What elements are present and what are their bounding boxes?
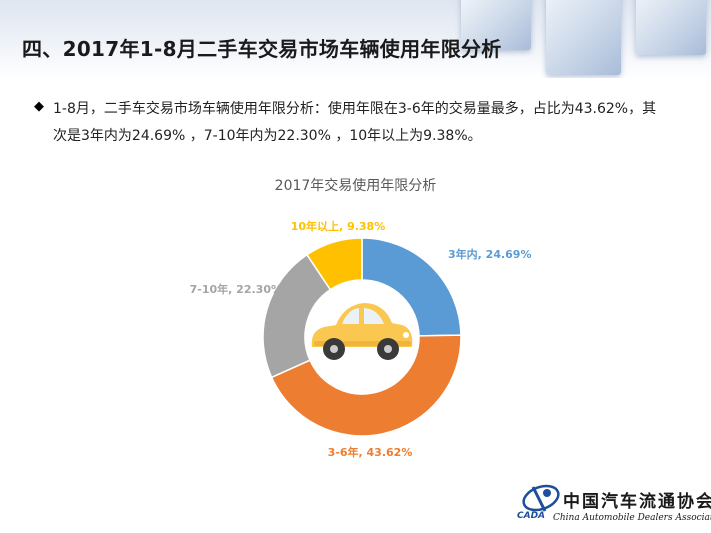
logo-chinese-name: 中国汽车流通协会 xyxy=(563,492,711,512)
chart-labels: 3年内, 24.69% 3-6年, 43.62% 7-10年, 22.30% 10年以… xyxy=(190,219,532,459)
chart-title: 2017年交易使用年限分析 xyxy=(274,178,437,194)
summary-text: 1-8月，二手车交易市场车辆使用年限分析：使用年限在3-6年的交易量最多，占比为… xyxy=(53,101,657,144)
header-decoration xyxy=(451,0,711,78)
cada-emblem-icon xyxy=(522,484,560,512)
logo-english-name: China Automobile Dealers Association xyxy=(553,513,711,523)
page-title: 四、2017年1-8月二手车交易市场车辆使用年限分析 xyxy=(22,37,502,61)
bullet-icon: ◆ xyxy=(34,99,44,114)
slice-label-3: 10年以上, 9.38% xyxy=(291,219,385,233)
slice-label-1: 3-6年, 43.62% xyxy=(328,445,413,459)
cada-logo: CADA 中国汽车流通协会 China Automobile Dealers A… xyxy=(517,481,711,529)
car-icon xyxy=(311,303,413,360)
chart-slices xyxy=(262,237,462,437)
donut-slice-1 xyxy=(270,334,462,437)
slice-label-2: 7-10年, 22.30% xyxy=(190,282,282,296)
slice-label-0: 3年内, 24.69% xyxy=(448,247,531,261)
donut-slice-3 xyxy=(305,237,363,291)
logo-abbr: CADA xyxy=(517,511,546,521)
